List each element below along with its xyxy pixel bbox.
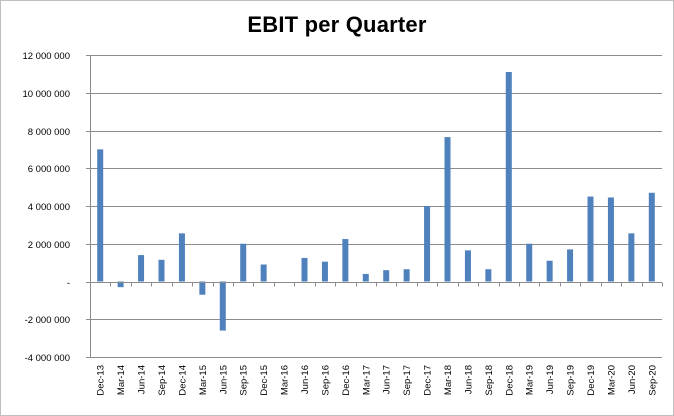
x-tick-label: Jun-17 (382, 365, 393, 394)
x-tick-label: Jun-15 (218, 365, 229, 394)
x-tick-label: Dec-13 (96, 365, 107, 396)
y-tick-label: 4 000 000 (28, 202, 70, 213)
x-tick-label: Dec-14 (177, 365, 188, 396)
bar (321, 261, 328, 282)
bar (219, 281, 226, 331)
bar (199, 281, 206, 295)
bar (505, 71, 512, 282)
bar (648, 192, 655, 282)
y-tick-label: 12 000 000 (22, 51, 70, 62)
bar (607, 197, 614, 282)
y-tick-label: 8 000 000 (28, 127, 70, 138)
y-tick-label: -2 000 000 (25, 315, 70, 326)
y-tick-label: 2 000 000 (28, 240, 70, 251)
x-tick-label: Jun-20 (627, 365, 638, 394)
y-tick-label: 10 000 000 (22, 89, 70, 100)
bar (546, 260, 553, 282)
x-tick-label: Sep-14 (157, 365, 168, 396)
y-tick-label: -4 000 000 (25, 353, 70, 364)
x-tick-label: Sep-20 (647, 365, 658, 396)
x-tick-label: Dec-19 (586, 365, 597, 396)
bar (240, 243, 247, 282)
bar (587, 196, 594, 282)
x-tick-label: Dec-17 (423, 365, 434, 396)
bar (301, 257, 308, 282)
x-tick-label: Sep-17 (402, 365, 413, 396)
y-tick-label: - (67, 278, 70, 289)
axes (86, 55, 663, 358)
x-tick-label: Dec-18 (504, 365, 515, 396)
bar (383, 270, 390, 282)
x-tick-label: Mar-17 (361, 365, 372, 395)
x-tick-label: Dec-16 (341, 365, 352, 396)
x-tick-label: Sep-18 (484, 365, 495, 396)
bar (97, 149, 104, 282)
bars (97, 71, 655, 331)
x-tick-label: Sep-16 (320, 365, 331, 396)
chart-title: EBIT per Quarter (247, 12, 427, 37)
bar (342, 239, 349, 282)
bar (362, 273, 369, 282)
bar (158, 259, 165, 282)
bar (117, 281, 124, 288)
x-tick-label: Mar-19 (525, 365, 536, 395)
bar (628, 233, 635, 282)
bar (260, 264, 267, 282)
bar (178, 233, 185, 282)
x-tick-label: Mar-18 (443, 365, 454, 395)
x-tick-label: Mar-15 (198, 365, 209, 395)
x-tick-label: Jun-19 (545, 365, 556, 394)
bar (138, 255, 145, 282)
x-tick-label: Sep-15 (239, 365, 250, 396)
bar (567, 249, 574, 282)
x-tick-label: Sep-19 (566, 365, 577, 396)
x-tick-label: Jun-16 (300, 365, 311, 394)
bar (526, 243, 533, 282)
bar (485, 269, 492, 282)
x-tick-label: Mar-14 (116, 365, 127, 395)
gridlines (90, 55, 662, 358)
bar (424, 206, 431, 282)
bar (444, 137, 451, 282)
bar (464, 250, 471, 282)
x-tick-label: Jun-18 (463, 365, 474, 394)
x-tick-labels: Dec-13 Mar-14 Jun-14 Sep-14 Dec-14 Mar-15 Jun-… (96, 365, 659, 396)
bar (403, 269, 410, 282)
y-tick-labels: 12 000 000 10 000 000 8 000 000 6 000 000 4 … (22, 51, 70, 364)
x-tick-label: Dec-15 (259, 365, 270, 396)
x-tick-label: Mar-16 (280, 365, 291, 395)
x-tick-label: Jun-14 (137, 365, 148, 394)
y-tick-label: 6 000 000 (28, 164, 70, 175)
x-tick-label: Mar-20 (606, 365, 617, 395)
